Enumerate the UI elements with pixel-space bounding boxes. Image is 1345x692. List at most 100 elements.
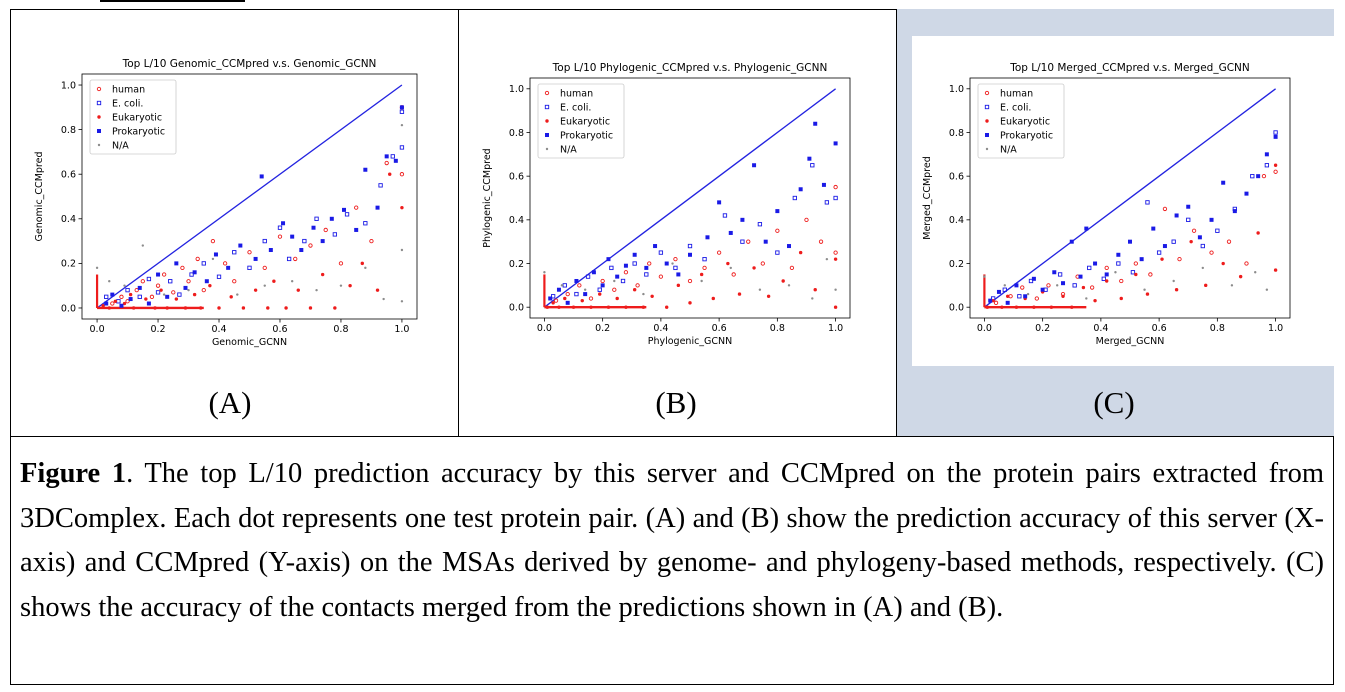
data-point <box>162 293 166 296</box>
legend-marker <box>985 119 989 123</box>
data-point <box>798 187 803 192</box>
data-point <box>123 284 126 287</box>
data-point <box>183 306 188 310</box>
y-tick-label: 0.2 <box>949 259 964 270</box>
data-point <box>787 244 792 249</box>
data-point <box>810 163 815 168</box>
data-point <box>159 288 163 292</box>
data-point <box>315 288 318 292</box>
data-point <box>180 265 185 270</box>
data-point <box>314 216 319 221</box>
data-point <box>375 205 380 210</box>
data-point <box>1264 163 1270 168</box>
legend-marker <box>96 100 102 106</box>
data-point <box>729 266 732 270</box>
data-point <box>1104 272 1109 277</box>
series-na <box>95 123 404 303</box>
data-point <box>286 256 292 262</box>
y-tick-label: 0.0 <box>61 303 76 314</box>
legend-label: E. coli. <box>1000 102 1031 113</box>
series-prokaryotic <box>104 105 404 308</box>
y-tick-label: 1.0 <box>949 84 964 95</box>
data-point <box>1078 274 1083 279</box>
data-point <box>268 248 273 253</box>
x-tick-label: 0.2 <box>150 324 165 335</box>
data-point <box>222 261 228 266</box>
data-point <box>329 216 334 221</box>
data-point <box>259 174 264 179</box>
data-point <box>208 283 212 288</box>
data-point <box>1049 305 1054 309</box>
y-tick-label: 1.0 <box>509 84 524 95</box>
x-tick-label: 0.0 <box>90 324 105 335</box>
data-point <box>996 289 1001 294</box>
data-point <box>146 301 151 306</box>
scatter-plot-a: Top L/10 Genomic_CCMpred v.s. Genomic_GC… <box>34 58 418 348</box>
x-tick-label: 0.0 <box>537 323 552 334</box>
data-point <box>1244 261 1249 266</box>
data-point <box>1264 152 1269 157</box>
y-tick-label: 0.4 <box>949 215 964 226</box>
data-point <box>642 292 645 296</box>
data-point <box>644 265 649 270</box>
data-point <box>757 222 763 227</box>
data-point <box>165 294 170 299</box>
x-tick-label: 0.4 <box>653 323 668 334</box>
top-rule <box>100 0 245 2</box>
data-point <box>548 296 553 301</box>
data-point <box>399 109 405 114</box>
data-point <box>597 287 602 292</box>
legend-label: Eukaryotic <box>112 112 162 123</box>
legend-marker <box>984 104 990 110</box>
data-point <box>1160 257 1164 261</box>
data-point <box>348 283 352 288</box>
legend-marker <box>985 133 989 137</box>
data-point <box>1084 226 1089 231</box>
x-tick-label: 1.0 <box>394 324 409 335</box>
data-point <box>253 256 258 261</box>
legend-label: N/A <box>560 144 577 155</box>
data-point <box>1273 163 1278 167</box>
data-point <box>834 288 837 291</box>
legend-marker <box>97 129 101 133</box>
data-point <box>125 287 130 293</box>
data-point <box>589 305 593 309</box>
data-point <box>1261 174 1267 179</box>
data-point <box>577 283 582 288</box>
data-point <box>290 234 295 239</box>
legend-label: Prokaryotic <box>560 130 613 141</box>
data-point <box>804 217 809 222</box>
data-point <box>545 305 550 309</box>
data-point <box>320 272 325 277</box>
data-point <box>609 265 614 271</box>
legend-box <box>537 83 625 159</box>
data-point <box>635 283 640 288</box>
data-point <box>650 294 654 298</box>
data-point <box>775 228 780 233</box>
data-point <box>1174 288 1179 292</box>
series-eukaryotic <box>545 250 838 309</box>
x-tick-label: 0.2 <box>1035 323 1050 334</box>
data-point <box>253 288 258 292</box>
data-point <box>232 250 237 255</box>
x-axis-label: Genomic_GCNN <box>212 337 287 348</box>
data-point <box>192 292 197 297</box>
data-point <box>613 279 616 283</box>
data-point <box>1085 297 1088 300</box>
axes-frame <box>969 77 1291 319</box>
data-point <box>821 182 826 187</box>
data-point <box>189 272 194 277</box>
data-point <box>658 250 664 255</box>
data-point <box>174 261 179 266</box>
data-point <box>146 276 152 282</box>
data-point <box>101 304 105 308</box>
data-point <box>1101 276 1106 281</box>
x-tick-label: 0.4 <box>211 324 226 335</box>
data-point <box>1244 191 1249 196</box>
data-point <box>229 295 233 299</box>
y-tick-label: 0.2 <box>61 259 76 270</box>
data-point <box>1256 231 1260 235</box>
data-point <box>95 266 99 270</box>
data-point <box>201 287 206 293</box>
data-point <box>632 288 637 292</box>
